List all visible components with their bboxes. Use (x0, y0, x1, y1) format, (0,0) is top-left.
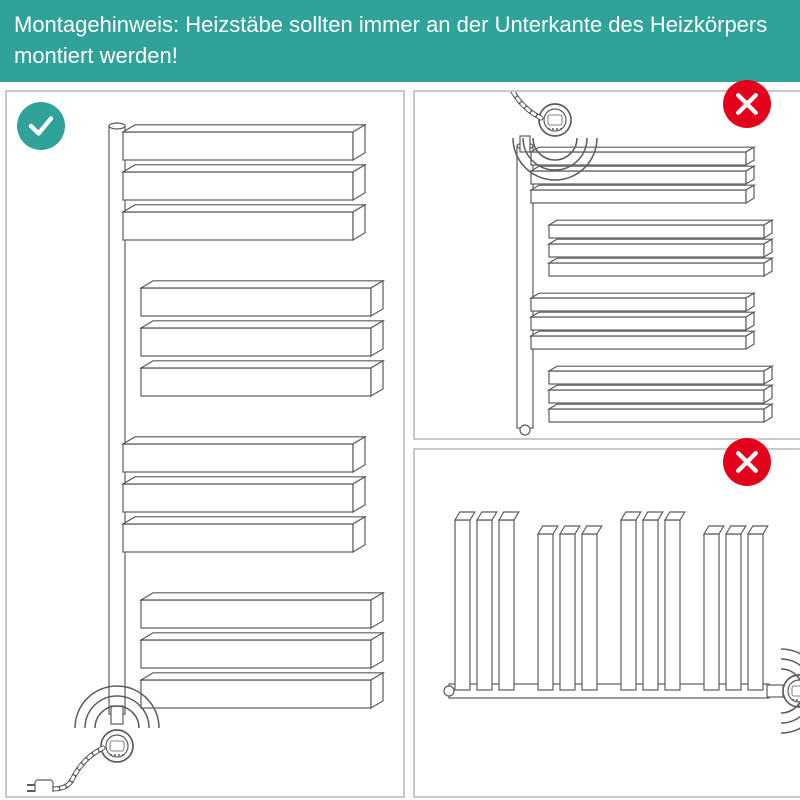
radiator-wrong-top (415, 92, 800, 442)
diagram-grid (0, 82, 800, 798)
panel-wrong-side (413, 448, 800, 798)
panel-correct (5, 90, 405, 798)
panel-wrong-top (413, 90, 800, 440)
instruction-header: Montagehinweis: Heizstäbe sollten immer … (0, 0, 800, 82)
radiator-wrong-side (415, 450, 800, 800)
instruction-text: Montagehinweis: Heizstäbe sollten immer … (14, 12, 767, 68)
radiator-correct (7, 92, 407, 792)
